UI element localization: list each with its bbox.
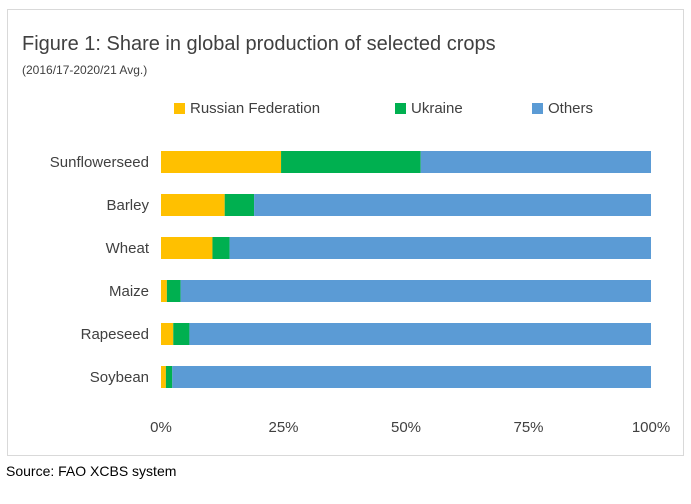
x-tick-label-75pct: 75%: [513, 419, 543, 436]
legend-item-russian-federation: Russian Federation: [174, 100, 320, 117]
bar-soybean-ukraine: [165, 366, 173, 388]
category-label-barley: Barley: [106, 197, 149, 214]
category-label-maize: Maize: [109, 283, 149, 300]
bar-soybean-others: [172, 366, 651, 388]
category-label-wheat: Wheat: [106, 240, 150, 257]
bar-barley-others: [254, 194, 651, 216]
bar-wheat-russian-federation: [161, 237, 213, 259]
bar-barley-ukraine: [224, 194, 255, 216]
bar-rapeseed-others: [189, 323, 652, 345]
legend-swatch-russian-federation: [174, 103, 185, 114]
bar-soybean-russian-federation: [161, 366, 166, 388]
bar-wheat-ukraine: [212, 237, 230, 259]
bar-maize-others: [180, 280, 651, 302]
bar-maize-russian-federation: [161, 280, 167, 302]
legend-item-ukraine: Ukraine: [395, 100, 463, 117]
x-tick-label-0pct: 0%: [150, 419, 172, 436]
chart-subtitle: (2016/17-2020/21 Avg.): [22, 63, 148, 77]
category-label-rapeseed: Rapeseed: [81, 326, 149, 343]
bar-sunflowerseed-others: [420, 151, 651, 173]
legend-swatch-ukraine: [395, 103, 406, 114]
chart-legend: Russian Federation Ukraine Others: [0, 100, 691, 124]
legend-label-russian-federation: Russian Federation: [190, 100, 321, 117]
category-label-soybean: Soybean: [90, 369, 149, 386]
source-note: Source: FAO XCBS system: [6, 463, 177, 479]
legend-label-others: Others: [548, 100, 594, 117]
x-tick-label-100pct: 100%: [632, 419, 670, 436]
bar-rapeseed-russian-federation: [161, 323, 174, 345]
bar-sunflowerseed-russian-federation: [161, 151, 282, 173]
category-label-sunflowerseed: Sunflowerseed: [50, 154, 149, 171]
bar-barley-russian-federation: [161, 194, 225, 216]
x-tick-label-25pct: 25%: [268, 419, 298, 436]
x-tick-label-50pct: 50%: [391, 419, 421, 436]
bar-sunflowerseed-ukraine: [281, 151, 421, 173]
legend-item-others: Others: [532, 100, 593, 117]
chart-title: Figure 1: Share in global production of …: [22, 33, 496, 55]
bar-wheat-others: [229, 237, 651, 259]
bar-rapeseed-ukraine: [173, 323, 190, 345]
bar-maize-ukraine: [166, 280, 181, 302]
legend-label-ukraine: Ukraine: [411, 100, 463, 117]
legend-swatch-others: [532, 103, 543, 114]
